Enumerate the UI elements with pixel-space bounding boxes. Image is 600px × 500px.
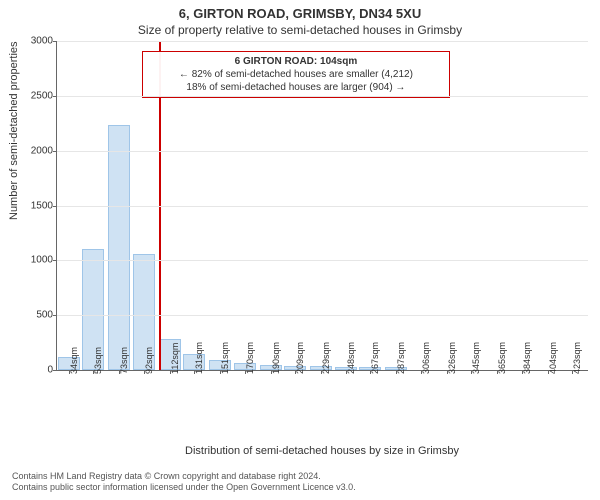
- y-tick-label: 1500: [17, 200, 53, 211]
- x-tick-label: 92sqm: [144, 347, 154, 374]
- x-tick-label: 73sqm: [119, 347, 129, 374]
- annotation-line-3: 18% of semi-detached houses are larger (…: [149, 81, 443, 94]
- x-tick-label: 170sqm: [245, 342, 255, 374]
- x-tick-label: 306sqm: [421, 342, 431, 374]
- grid-line: [57, 96, 588, 97]
- y-tick-mark: [53, 96, 57, 97]
- y-tick-label: 500: [17, 310, 53, 321]
- y-tick-label: 0: [17, 365, 53, 376]
- plot-area: 6 GIRTON ROAD: 104sqm ← 82% of semi-deta…: [56, 41, 588, 371]
- x-tick-label: 151sqm: [220, 342, 230, 374]
- x-tick-label: 423sqm: [572, 342, 582, 374]
- x-tick-label: 326sqm: [447, 342, 457, 374]
- y-tick-mark: [53, 41, 57, 42]
- x-tick-label: 34sqm: [69, 347, 79, 374]
- x-tick-label: 287sqm: [396, 342, 406, 374]
- y-axis-label: Number of semi-detached properties: [8, 41, 20, 220]
- grid-line: [57, 151, 588, 152]
- x-tick-label: 404sqm: [548, 342, 558, 374]
- footer-line-1: Contains HM Land Registry data © Crown c…: [12, 471, 588, 483]
- x-tick-label: 53sqm: [93, 347, 103, 374]
- page-title: 6, GIRTON ROAD, GRIMSBY, DN34 5XU: [0, 0, 600, 21]
- annotation-line-1: 6 GIRTON ROAD: 104sqm: [149, 55, 443, 68]
- y-tick-mark: [53, 260, 57, 261]
- y-tick-label: 2000: [17, 145, 53, 156]
- y-tick-mark: [53, 315, 57, 316]
- page-subtitle: Size of property relative to semi-detach…: [0, 21, 600, 41]
- grid-line: [57, 206, 588, 207]
- x-axis-label: Distribution of semi-detached houses by …: [56, 445, 588, 457]
- x-tick-label: 345sqm: [471, 342, 481, 374]
- x-tick-label: 229sqm: [321, 342, 331, 374]
- annotation-line-2: ← 82% of semi-detached houses are smalle…: [149, 68, 443, 81]
- y-tick-mark: [53, 206, 57, 207]
- x-tick-label: 190sqm: [271, 342, 281, 374]
- x-tick-label: 384sqm: [522, 342, 532, 374]
- grid-line: [57, 315, 588, 316]
- footer: Contains HM Land Registry data © Crown c…: [12, 471, 588, 494]
- x-tick-label: 267sqm: [370, 342, 380, 374]
- x-tick-label: 209sqm: [295, 342, 305, 374]
- x-tick-label: 248sqm: [346, 342, 356, 374]
- annotation-box: 6 GIRTON ROAD: 104sqm ← 82% of semi-deta…: [142, 51, 450, 98]
- grid-line: [57, 260, 588, 261]
- y-tick-mark: [53, 370, 57, 371]
- chart-container: 6 GIRTON ROAD: 104sqm ← 82% of semi-deta…: [56, 41, 588, 401]
- x-tick-label: 365sqm: [497, 342, 507, 374]
- y-tick-label: 3000: [17, 36, 53, 47]
- y-tick-mark: [53, 151, 57, 152]
- grid-line: [57, 41, 588, 42]
- x-tick-label: 112sqm: [170, 343, 180, 374]
- y-tick-label: 2500: [17, 90, 53, 101]
- y-tick-label: 1000: [17, 255, 53, 266]
- x-tick-label: 131sqm: [194, 342, 204, 374]
- histogram-bar: [108, 125, 130, 370]
- footer-line-2: Contains public sector information licen…: [12, 482, 588, 494]
